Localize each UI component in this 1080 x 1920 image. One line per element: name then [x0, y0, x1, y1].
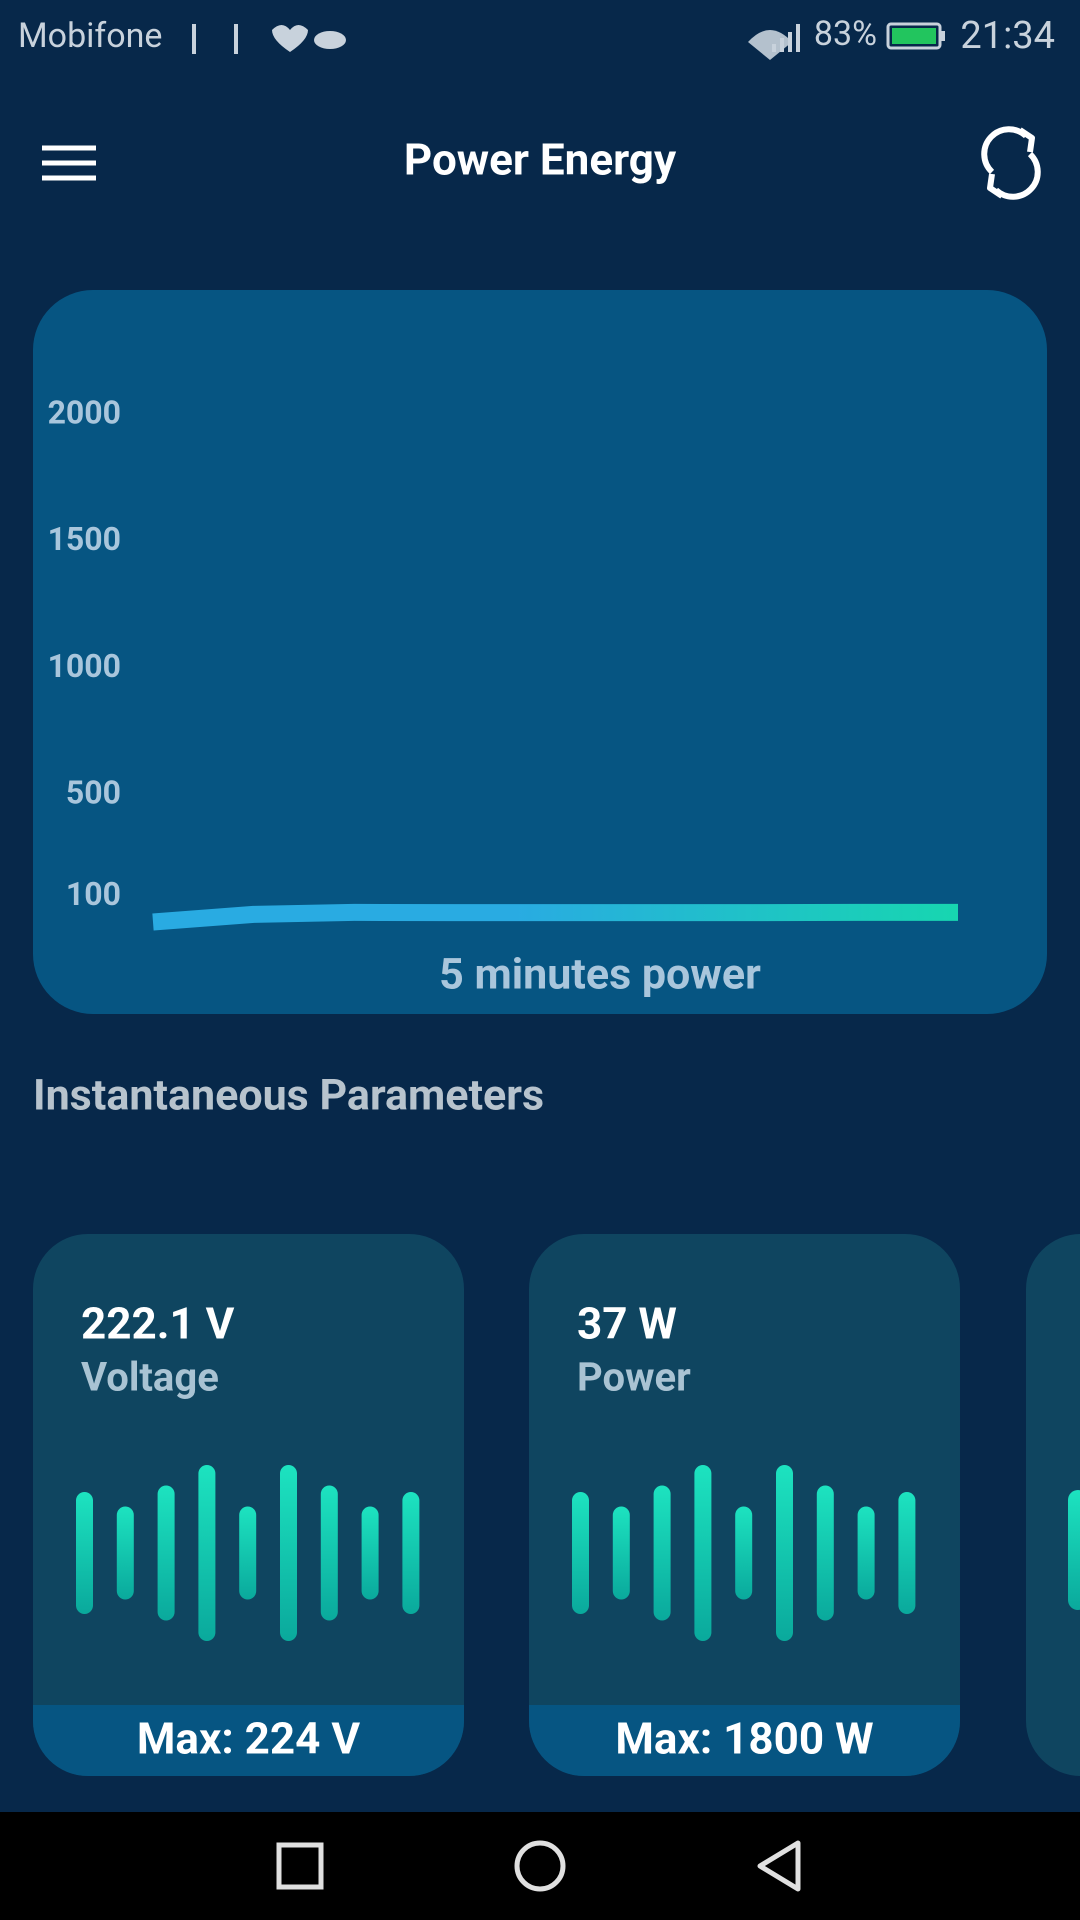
carrier: Mobifone: [18, 16, 162, 56]
app-title: Power Energy: [404, 134, 677, 186]
wave-bar: [116, 1506, 134, 1600]
wave-bar: [320, 1485, 338, 1621]
card-footer: [529, 1705, 960, 1776]
y-tick-label: 1000: [48, 647, 121, 685]
battery-percent: 83%: [814, 14, 877, 54]
y-tick-label: 2000: [48, 393, 121, 431]
wave-bar: [361, 1506, 379, 1600]
wave-bar: [572, 1492, 589, 1614]
refresh-button[interactable]: [981, 126, 1041, 200]
parameter-label: Voltage: [81, 1354, 219, 1401]
wave-bar: [198, 1465, 216, 1641]
wave-bar: [280, 1465, 297, 1641]
menu-button[interactable]: [42, 145, 96, 181]
recents-button[interactable]: [276, 1842, 324, 1890]
clock: 21:34: [960, 14, 1055, 58]
wave-bar: [76, 1492, 93, 1614]
card-background: [33, 1234, 464, 1776]
wave-bar: [694, 1465, 712, 1641]
wave-bar: [898, 1492, 916, 1614]
partial-card[interactable]: [1026, 1234, 1080, 1776]
chart: 100 500 1000 1500 2000: [48, 393, 958, 931]
back-button[interactable]: [757, 1840, 801, 1892]
parameter-value: 222.1 V: [81, 1298, 235, 1350]
parameter-value: 37 W: [577, 1298, 677, 1350]
wave-bar: [239, 1506, 257, 1600]
wave-bar: [653, 1485, 671, 1621]
wave-bar: [157, 1485, 175, 1621]
parameter-max: Max: 224 V: [137, 1713, 360, 1765]
x-axis-label: 5 minutes power: [439, 949, 761, 999]
status-icons: [192, 24, 800, 60]
nav-bar: [0, 1812, 1080, 1920]
card-background: [529, 1234, 960, 1776]
wave-bar: [612, 1506, 630, 1600]
y-tick-label: 100: [66, 875, 121, 913]
wave-bar: [776, 1465, 793, 1641]
y-tick-label: 500: [66, 774, 121, 812]
battery-icon: [886, 22, 945, 50]
parameter-max: Max: 1800 W: [615, 1713, 873, 1765]
section-title: Instantaneous Parameters: [33, 1070, 544, 1120]
wave-bar: [816, 1485, 834, 1621]
card-footer: [33, 1705, 464, 1776]
wave-bar: [735, 1506, 753, 1600]
parameter-label: Power: [577, 1354, 691, 1401]
wave-bar: [857, 1506, 875, 1600]
line: [152, 903, 958, 931]
y-tick-label: 1500: [48, 520, 121, 558]
chart-card: [33, 290, 1047, 1014]
home-button[interactable]: [514, 1840, 566, 1892]
wave-bar: [402, 1492, 420, 1614]
